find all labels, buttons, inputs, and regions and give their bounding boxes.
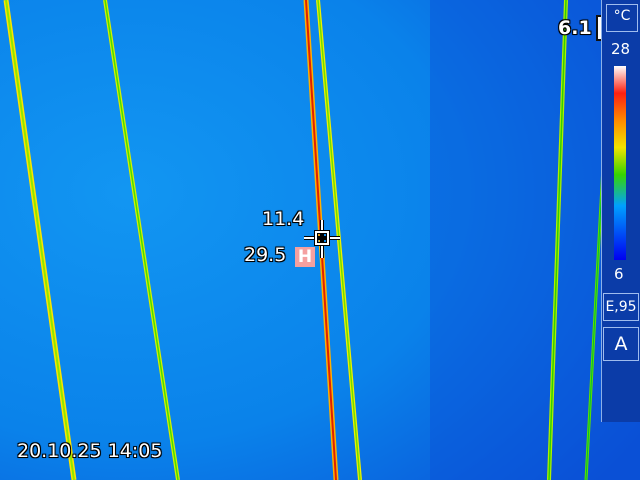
cable-left-1 — [3, 0, 77, 480]
cable-right-1 — [547, 0, 568, 480]
timestamp: 20.10.25 14:05 — [17, 440, 163, 462]
range-mode-box[interactable]: A — [603, 327, 639, 361]
crosshair-icon[interactable] — [302, 218, 342, 262]
center-temperature: 11.4 — [262, 208, 305, 230]
unit-label: °C — [613, 8, 631, 24]
hotspot-temperature: 29.5 — [244, 244, 287, 266]
hotspot-marker: H — [295, 247, 315, 267]
unit-box[interactable]: °C — [606, 4, 638, 32]
color-scale-bar — [614, 66, 626, 260]
scale-max-label: 28 — [611, 40, 631, 58]
coldspot-temperature: 6.1 — [558, 17, 592, 39]
emissivity-box[interactable]: E,95 — [603, 293, 639, 321]
cable-left-2 — [103, 0, 180, 480]
scale-min-label: 6 — [614, 265, 624, 283]
